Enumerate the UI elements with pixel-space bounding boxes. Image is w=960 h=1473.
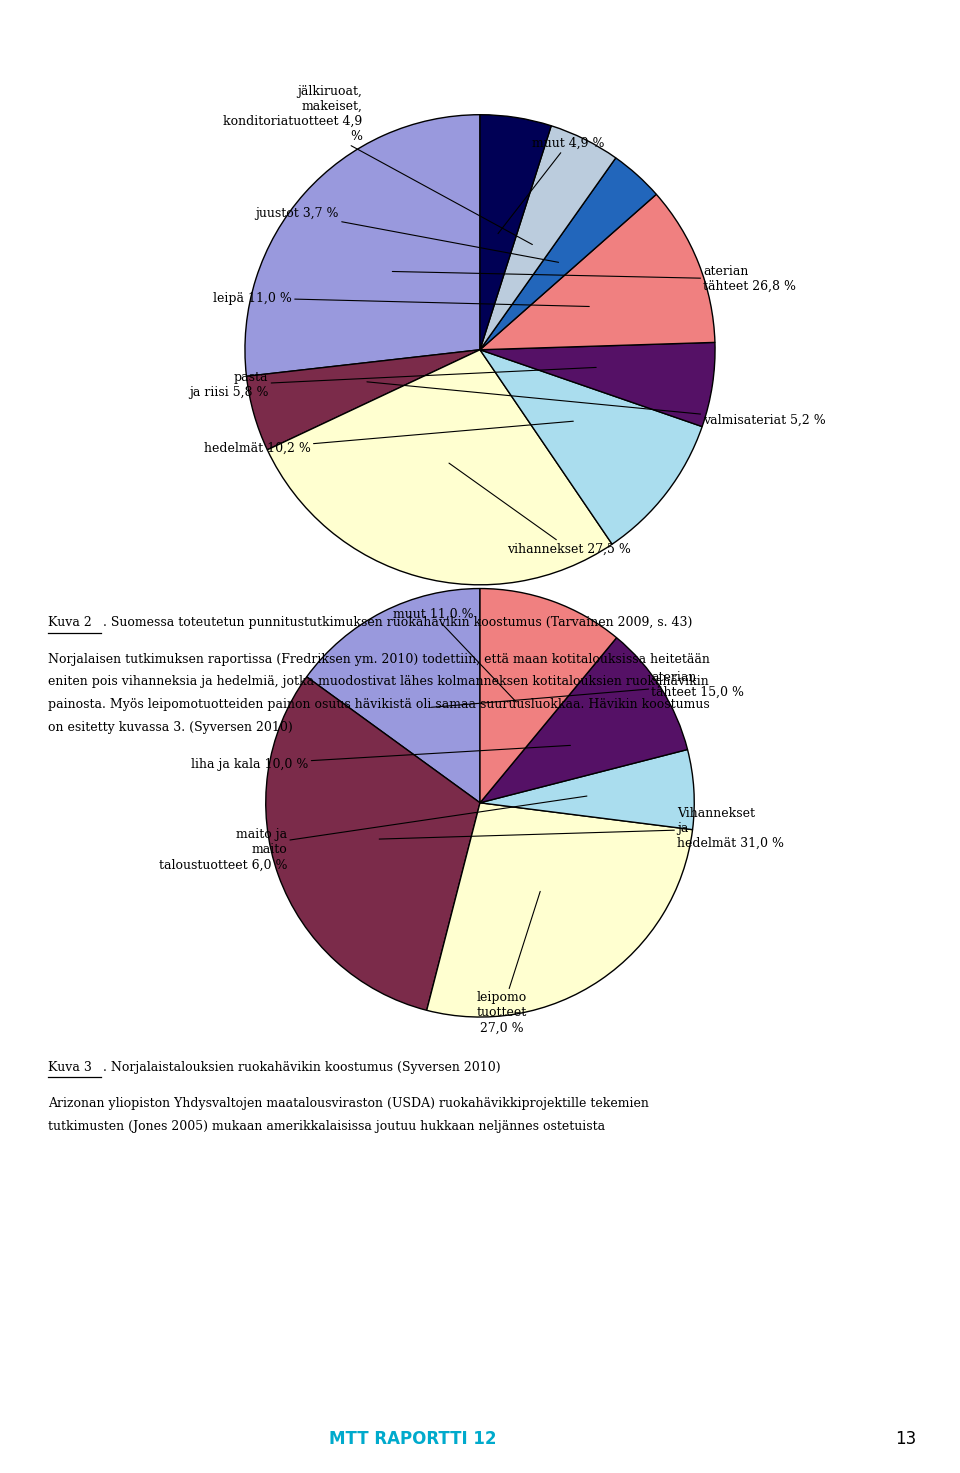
Text: hedelmät 10,2 %: hedelmät 10,2 % [204,421,573,455]
Text: MTT RAPORTTI 12: MTT RAPORTTI 12 [329,1430,496,1448]
Wedge shape [267,349,612,585]
Wedge shape [480,349,702,544]
Text: jälkiruoat,
makeiset,
konditoriatuotteet 4,9
%: jälkiruoat, makeiset, konditoriatuotteet… [224,85,533,245]
Wedge shape [480,342,715,427]
Text: Norjalaisen tutkimuksen raportissa (Fredriksen ym. 2010) todettiin, että maan ko: Norjalaisen tutkimuksen raportissa (Fred… [48,653,709,666]
Text: maito ja
maito
taloustuotteet 6,0 %: maito ja maito taloustuotteet 6,0 % [158,795,587,872]
Wedge shape [306,589,480,803]
Wedge shape [480,750,694,829]
Text: Arizonan yliopiston Yhdysvaltojen maatalousviraston (USDA) ruokahävikkiprojektil: Arizonan yliopiston Yhdysvaltojen maatal… [48,1097,649,1111]
Wedge shape [480,638,687,803]
Text: leipomo
tuotteet
27,0 %: leipomo tuotteet 27,0 % [476,891,540,1034]
Wedge shape [245,115,480,376]
Text: painosta. Myös leipomotuotteiden painon osuus hävikistä oli samaa suuruusluokkaa: painosta. Myös leipomotuotteiden painon … [48,698,709,711]
Text: eniten pois vihanneksia ja hedelmiä, jotka muodostivat lähes kolmanneksen kotita: eniten pois vihanneksia ja hedelmiä, jot… [48,675,708,688]
Text: Kuva 2: Kuva 2 [48,616,92,629]
Text: muut 4,9 %: muut 4,9 % [498,137,604,234]
Wedge shape [266,678,480,1010]
Text: vihannekset 27,5 %: vihannekset 27,5 % [449,463,632,555]
Wedge shape [480,194,715,349]
Wedge shape [480,115,551,349]
Text: . Suomessa toteutetun punnitustutkimuksen ruokahävikin koostumus (Tarvainen 2009: . Suomessa toteutetun punnitustutkimukse… [103,616,692,629]
Text: muut 11,0 %: muut 11,0 % [393,608,516,703]
Text: Kuva 3: Kuva 3 [48,1061,92,1074]
Text: liha ja kala 10,0 %: liha ja kala 10,0 % [191,745,570,770]
Text: juustot 3,7 %: juustot 3,7 % [255,206,559,262]
Wedge shape [426,803,692,1016]
Wedge shape [247,349,480,449]
Wedge shape [480,158,657,349]
Text: Vihannekset
ja
hedelmät 31,0 %: Vihannekset ja hedelmät 31,0 % [379,807,784,850]
Text: 13: 13 [896,1430,917,1448]
Text: leipä 11,0 %: leipä 11,0 % [213,292,589,306]
Text: on esitetty kuvassa 3. (Syversen 2010): on esitetty kuvassa 3. (Syversen 2010) [48,722,293,734]
Wedge shape [480,125,615,349]
Text: valmisateriat 5,2 %: valmisateriat 5,2 % [367,382,826,427]
Text: pasta
ja riisi 5,8 %: pasta ja riisi 5,8 % [189,367,596,399]
Text: aterian
tähteet 26,8 %: aterian tähteet 26,8 % [393,265,796,293]
Wedge shape [480,589,616,803]
Text: . Norjalaistalouksien ruokahävikin koostumus (Syversen 2010): . Norjalaistalouksien ruokahävikin koost… [103,1061,500,1074]
Text: aterian
tähteet 15,0 %: aterian tähteet 15,0 % [431,670,744,707]
Text: tutkimusten (Jones 2005) mukaan amerikkalaisissa joutuu hukkaan neljännes ostetu: tutkimusten (Jones 2005) mukaan amerikka… [48,1119,605,1133]
